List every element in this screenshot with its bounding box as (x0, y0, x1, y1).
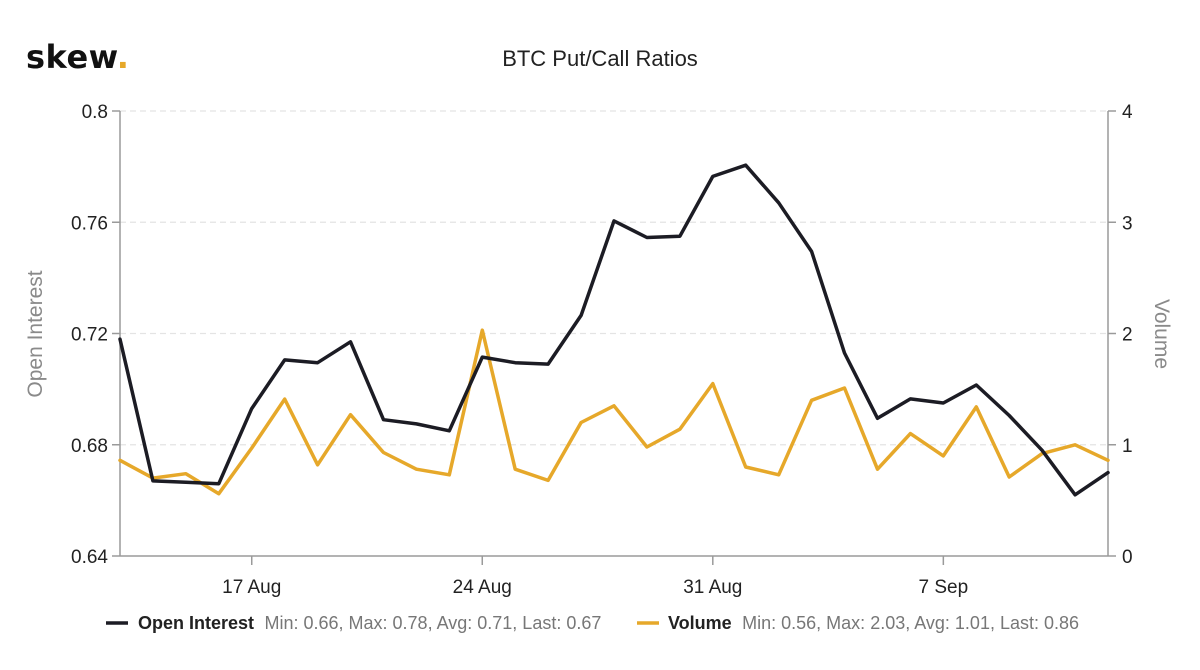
y-left-tick-label: 0.8 (82, 102, 108, 123)
y-right-tick-label: 0 (1122, 547, 1133, 568)
chart-title: BTC Put/Call Ratios (502, 46, 698, 71)
x-tick-label: 24 Aug (453, 577, 512, 598)
legend-item-volume[interactable]: Volume Min: 0.56, Max: 2.03, Avg: 1.01, … (668, 613, 1079, 633)
legend: Open Interest Min: 0.66, Max: 0.78, Avg:… (106, 613, 1079, 633)
grid-lines (120, 110, 1108, 446)
series-line-volume (118, 328, 1110, 496)
y-left-tick-label: 0.72 (71, 325, 108, 346)
legend-name-open-interest: Open Interest (138, 613, 254, 633)
series-layer (118, 163, 1110, 497)
x-tick-label: 31 Aug (683, 577, 742, 598)
legend-stats-volume: Min: 0.56, Max: 2.03, Avg: 1.01, Last: 0… (742, 613, 1079, 633)
y-right-tick-label: 3 (1122, 213, 1133, 234)
y-right-tick-label: 2 (1122, 325, 1133, 346)
skew-logo: skew. (26, 38, 130, 76)
legend-name-volume: Volume (668, 613, 732, 633)
y-axis-left-label: Open Interest (24, 270, 47, 397)
tick-labels: 0.64 0 0.68 1 0.72 2 0.76 3 0.8 4 17 Aug 24 Aug 31 A… (71, 102, 1133, 598)
y-left-tick-label: 0.68 (71, 436, 108, 457)
legend-stats-open-interest: Min: 0.66, Max: 0.78, Avg: 0.71, Last: 0… (264, 613, 601, 633)
y-right-tick-label: 4 (1122, 102, 1133, 123)
legend-item-open-interest[interactable]: Open Interest Min: 0.66, Max: 0.78, Avg:… (138, 613, 601, 633)
axes (112, 110, 1116, 565)
x-tick-label: 7 Sep (919, 577, 969, 598)
series-line-open-interest (118, 163, 1110, 497)
x-tick-label: 17 Aug (222, 577, 281, 598)
y-left-tick-label: 0.64 (71, 547, 108, 568)
y-right-tick-label: 1 (1122, 436, 1133, 457)
y-left-tick-label: 0.76 (71, 213, 108, 234)
y-axis-right-label: Volume (1150, 299, 1173, 369)
